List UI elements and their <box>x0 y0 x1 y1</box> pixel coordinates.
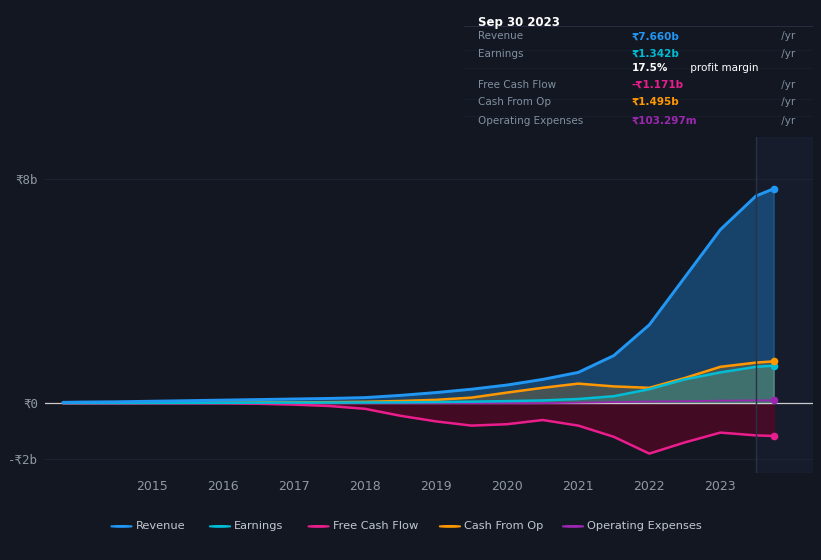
Text: ₹1.495b: ₹1.495b <box>631 97 679 107</box>
Text: Operating Expenses: Operating Expenses <box>478 116 583 126</box>
Text: /yr: /yr <box>778 116 796 126</box>
Bar <box>756 137 813 473</box>
Text: 17.5%: 17.5% <box>631 63 667 73</box>
Circle shape <box>562 526 584 527</box>
Text: /yr: /yr <box>778 97 796 107</box>
Text: ₹7.660b: ₹7.660b <box>631 31 679 41</box>
Circle shape <box>308 526 329 527</box>
Text: Operating Expenses: Operating Expenses <box>587 521 702 531</box>
Text: ₹1.342b: ₹1.342b <box>631 49 679 59</box>
Text: Revenue: Revenue <box>135 521 185 531</box>
Text: /yr: /yr <box>778 31 796 41</box>
Text: Revenue: Revenue <box>478 31 523 41</box>
Circle shape <box>209 526 231 527</box>
Text: Sep 30 2023: Sep 30 2023 <box>478 16 560 29</box>
Circle shape <box>111 526 132 527</box>
Text: -₹1.171b: -₹1.171b <box>631 80 683 90</box>
Text: Earnings: Earnings <box>234 521 283 531</box>
Text: Earnings: Earnings <box>478 49 523 59</box>
Text: Cash From Op: Cash From Op <box>464 521 544 531</box>
Text: ₹103.297m: ₹103.297m <box>631 116 697 126</box>
Text: profit margin: profit margin <box>687 63 759 73</box>
Text: Cash From Op: Cash From Op <box>478 97 551 107</box>
Text: Free Cash Flow: Free Cash Flow <box>478 80 556 90</box>
Text: Free Cash Flow: Free Cash Flow <box>333 521 418 531</box>
Text: /yr: /yr <box>778 49 796 59</box>
Circle shape <box>439 526 461 527</box>
Text: /yr: /yr <box>778 80 796 90</box>
